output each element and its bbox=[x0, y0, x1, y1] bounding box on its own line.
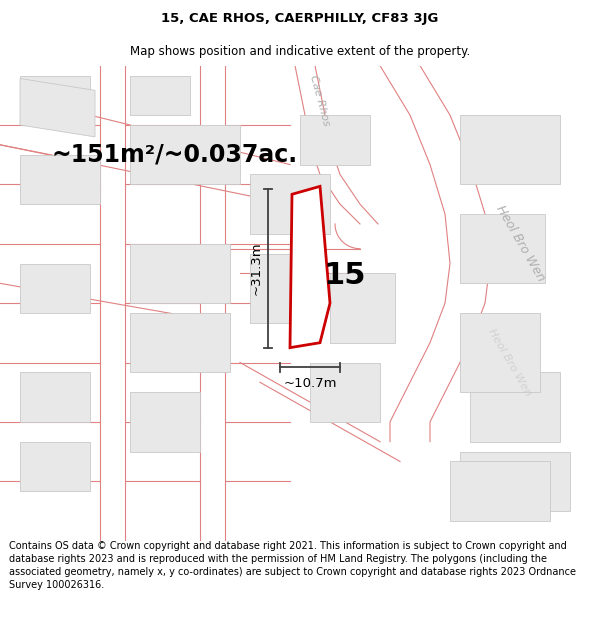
Text: Map shows position and indicative extent of the property.: Map shows position and indicative extent… bbox=[130, 45, 470, 58]
Polygon shape bbox=[250, 174, 330, 234]
Polygon shape bbox=[20, 154, 100, 204]
Text: ~10.7m: ~10.7m bbox=[283, 377, 337, 390]
Text: Heol Bro Wen: Heol Bro Wen bbox=[493, 203, 547, 284]
Polygon shape bbox=[470, 372, 560, 442]
Text: Heol Bro Wen: Heol Bro Wen bbox=[487, 327, 533, 398]
Text: Cae Rhos: Cae Rhos bbox=[308, 74, 332, 127]
Polygon shape bbox=[460, 214, 545, 283]
Polygon shape bbox=[250, 254, 320, 323]
Polygon shape bbox=[130, 392, 200, 451]
Text: 15: 15 bbox=[324, 261, 366, 290]
Polygon shape bbox=[20, 442, 90, 491]
Polygon shape bbox=[310, 362, 380, 422]
Polygon shape bbox=[130, 125, 240, 184]
Polygon shape bbox=[130, 76, 190, 115]
Polygon shape bbox=[460, 451, 570, 511]
Text: Contains OS data © Crown copyright and database right 2021. This information is : Contains OS data © Crown copyright and d… bbox=[9, 541, 576, 590]
Polygon shape bbox=[130, 313, 230, 372]
Polygon shape bbox=[300, 115, 370, 164]
Polygon shape bbox=[20, 76, 90, 115]
Polygon shape bbox=[20, 372, 90, 422]
Polygon shape bbox=[460, 313, 540, 392]
Polygon shape bbox=[460, 115, 560, 184]
Polygon shape bbox=[330, 274, 395, 342]
Polygon shape bbox=[130, 244, 230, 303]
Text: 15, CAE RHOS, CAERPHILLY, CF83 3JG: 15, CAE RHOS, CAERPHILLY, CF83 3JG bbox=[161, 12, 439, 25]
Text: ~31.3m: ~31.3m bbox=[250, 242, 263, 295]
Polygon shape bbox=[290, 186, 330, 348]
Polygon shape bbox=[20, 79, 95, 137]
Polygon shape bbox=[450, 461, 550, 521]
Text: ~151m²/~0.037ac.: ~151m²/~0.037ac. bbox=[52, 142, 298, 167]
Polygon shape bbox=[20, 264, 90, 313]
